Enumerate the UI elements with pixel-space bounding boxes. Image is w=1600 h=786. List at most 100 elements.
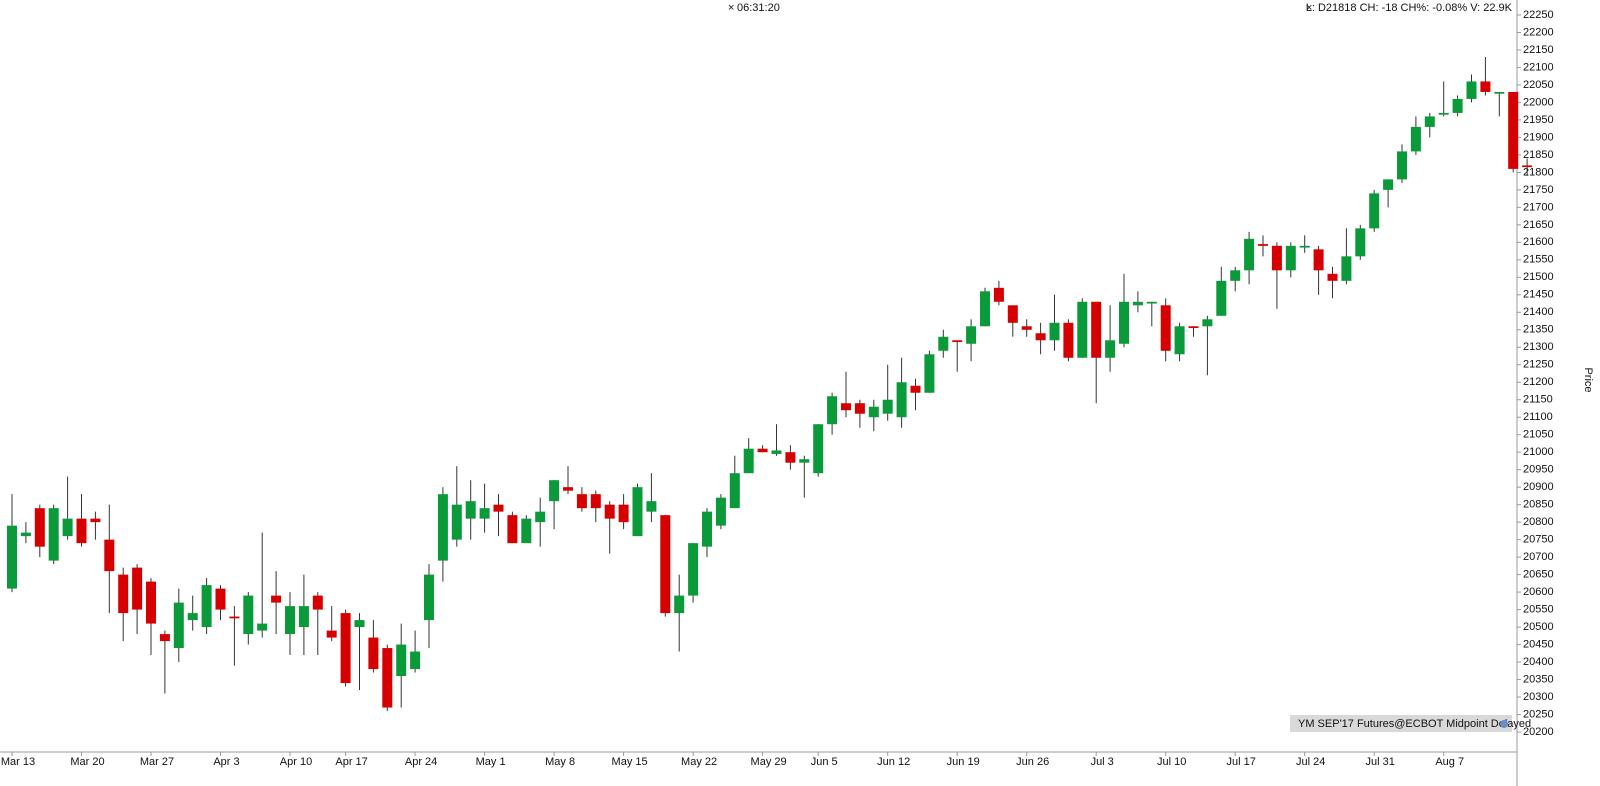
candle-body xyxy=(715,497,726,526)
y-tick-label: 20600 xyxy=(1523,586,1554,598)
candle-body xyxy=(757,448,768,453)
candle-body xyxy=(1341,256,1352,281)
candle-body xyxy=(1132,301,1143,306)
candle-body xyxy=(1299,245,1310,248)
x-tick-label: Jul 3 xyxy=(1091,756,1114,768)
y-tick-label: 21250 xyxy=(1523,359,1554,371)
y-tick-label: 20950 xyxy=(1523,464,1554,476)
candle-body xyxy=(618,504,629,523)
candle-body xyxy=(1494,91,1505,94)
candle-body xyxy=(1160,305,1171,351)
y-tick-label: 20450 xyxy=(1523,638,1554,650)
candle-body xyxy=(1285,245,1296,271)
candle-body xyxy=(1424,116,1435,127)
candle-body xyxy=(1410,126,1421,152)
x-tick-label: Jul 24 xyxy=(1296,756,1325,768)
candle-body xyxy=(813,424,824,474)
candle-body xyxy=(938,336,949,351)
candle-body xyxy=(660,515,671,614)
close-icon[interactable]: × xyxy=(728,2,734,14)
candle-body xyxy=(1244,238,1255,271)
y-tick-label: 22100 xyxy=(1523,61,1554,73)
candle-body xyxy=(1091,301,1102,358)
candle-body xyxy=(285,606,295,635)
candle-body xyxy=(1327,273,1338,281)
candle-body xyxy=(535,511,546,523)
candle-body xyxy=(326,630,337,638)
x-tick-label: Jul 10 xyxy=(1157,756,1186,768)
candle-body xyxy=(1355,228,1366,257)
x-tick-label: Apr 24 xyxy=(405,756,437,768)
clock: 06:31:20 xyxy=(737,2,780,14)
y-tick-label: 21600 xyxy=(1523,236,1554,248)
candle-body xyxy=(785,452,796,463)
candle-body xyxy=(146,581,156,624)
y-tick-label: 20300 xyxy=(1523,691,1554,703)
candle-body xyxy=(76,518,87,544)
y-tick-label: 20700 xyxy=(1523,551,1554,563)
y-tick-label: 22200 xyxy=(1523,26,1554,38)
candle-body xyxy=(451,504,462,540)
x-tick-label: Jun 12 xyxy=(877,756,910,768)
candle-body xyxy=(201,585,212,628)
candle-body xyxy=(20,532,31,537)
status-line: L: D21818 CH: -18 CH%: -0.08% V: 22.9K xyxy=(1306,2,1513,14)
y-tick-label: 21300 xyxy=(1523,341,1554,353)
y-tick-label: 22250 xyxy=(1523,9,1554,21)
candle-body xyxy=(437,494,448,561)
candle-body xyxy=(1202,319,1213,327)
candle-body xyxy=(1077,301,1088,358)
candle-body xyxy=(1369,193,1380,229)
x-tick-label: Jun 26 xyxy=(1016,756,1049,768)
y-tick-label: 20650 xyxy=(1523,569,1554,581)
y-tick-label: 20750 xyxy=(1523,534,1554,546)
candle-body xyxy=(243,595,254,635)
candle-body xyxy=(632,487,643,537)
candle-body xyxy=(1035,333,1046,341)
candle-body xyxy=(493,504,504,512)
candle-body xyxy=(827,396,838,425)
candle-body xyxy=(799,459,810,463)
x-tick-label: Mar 20 xyxy=(70,756,104,768)
candle-body xyxy=(924,354,935,393)
candle-body xyxy=(1049,322,1060,341)
x-tick-label: Aug 7 xyxy=(1435,756,1464,768)
candle-body xyxy=(549,480,560,502)
y-tick-label: 21850 xyxy=(1523,149,1554,161)
y-axis-title: Price xyxy=(1582,367,1594,392)
x-tick-label: May 15 xyxy=(612,756,648,768)
candle-body xyxy=(271,595,282,603)
x-tick-label: Apr 17 xyxy=(335,756,367,768)
candle-body xyxy=(590,494,601,509)
y-tick-label: 20350 xyxy=(1523,673,1554,685)
y-tick-label: 20550 xyxy=(1523,603,1554,615)
candle-body xyxy=(841,403,851,411)
candle-body xyxy=(424,574,434,621)
candle-body xyxy=(1146,301,1157,304)
candle-body xyxy=(1021,326,1032,330)
x-tick-label: May 29 xyxy=(751,756,787,768)
y-tick-label: 22050 xyxy=(1523,79,1554,91)
candle-body xyxy=(465,501,476,519)
candle-body xyxy=(1258,244,1268,246)
x-tick-label: Jun 19 xyxy=(947,756,980,768)
candle-body xyxy=(952,340,963,343)
y-tick-label: 20850 xyxy=(1523,499,1554,511)
y-tick-label: 21050 xyxy=(1523,429,1554,441)
candle-body xyxy=(910,385,921,393)
close-icon[interactable]: × xyxy=(1306,2,1312,14)
candle-body xyxy=(1452,98,1463,113)
y-tick-label: 20200 xyxy=(1523,726,1554,738)
y-tick-label: 21800 xyxy=(1523,166,1554,178)
y-tick-label: 22150 xyxy=(1523,44,1554,56)
candle-body xyxy=(479,508,490,519)
candle-body xyxy=(340,613,351,684)
y-tick-label: 21750 xyxy=(1523,184,1554,196)
y-tick-label: 20800 xyxy=(1523,516,1554,528)
candle-body xyxy=(1174,326,1185,355)
x-tick-label: Apr 10 xyxy=(280,756,312,768)
y-tick-label: 21100 xyxy=(1523,411,1553,423)
candle-body xyxy=(1397,151,1407,180)
